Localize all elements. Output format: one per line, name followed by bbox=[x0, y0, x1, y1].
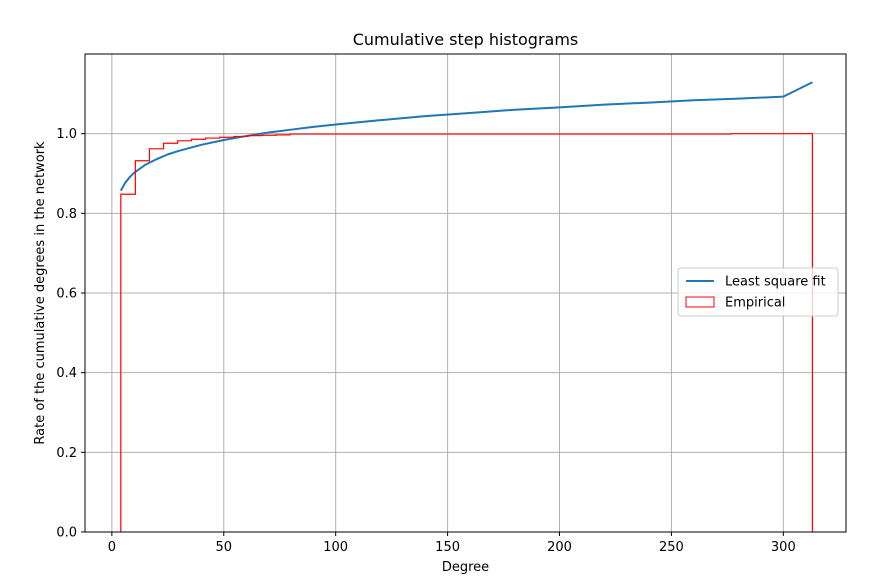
x-tick-label: 250 bbox=[659, 540, 684, 555]
x-tick-label: 300 bbox=[771, 540, 796, 555]
x-tick-label: 200 bbox=[547, 540, 572, 555]
y-tick-label: 0.8 bbox=[56, 207, 77, 222]
chart-title: Cumulative step histograms bbox=[353, 30, 579, 49]
legend-entry-label: Least square fit bbox=[725, 275, 826, 290]
legend-swatch-empirical bbox=[685, 296, 715, 308]
y-axis-label: Rate of the cumulative degrees in the ne… bbox=[33, 141, 48, 445]
y-tick-label: 0.2 bbox=[56, 446, 77, 461]
x-tick-label: 50 bbox=[215, 540, 232, 555]
y-tick-label: 0.6 bbox=[56, 287, 77, 302]
legend-entry-label: Empirical bbox=[725, 296, 785, 311]
x-tick-label: 150 bbox=[435, 540, 460, 555]
legend: Least square fit Empirical bbox=[677, 267, 839, 317]
legend-box bbox=[677, 267, 839, 317]
x-tick-label: 100 bbox=[323, 540, 348, 555]
x-axis-label: Degree bbox=[442, 560, 489, 575]
y-tick-label: 0.0 bbox=[56, 526, 77, 541]
least-square-fit-line bbox=[119, 81, 813, 192]
plot-area bbox=[119, 81, 814, 532]
x-tick-label: 0 bbox=[108, 540, 116, 555]
y-tick-label: 0.4 bbox=[56, 366, 77, 381]
empirical-step-series bbox=[120, 133, 814, 532]
axis-ticks: 0 50 100 150 200 250 300 0.0 0.2 0.4 0.6 0.8 1.0 bbox=[56, 127, 795, 555]
y-tick-label: 1.0 bbox=[56, 127, 77, 142]
